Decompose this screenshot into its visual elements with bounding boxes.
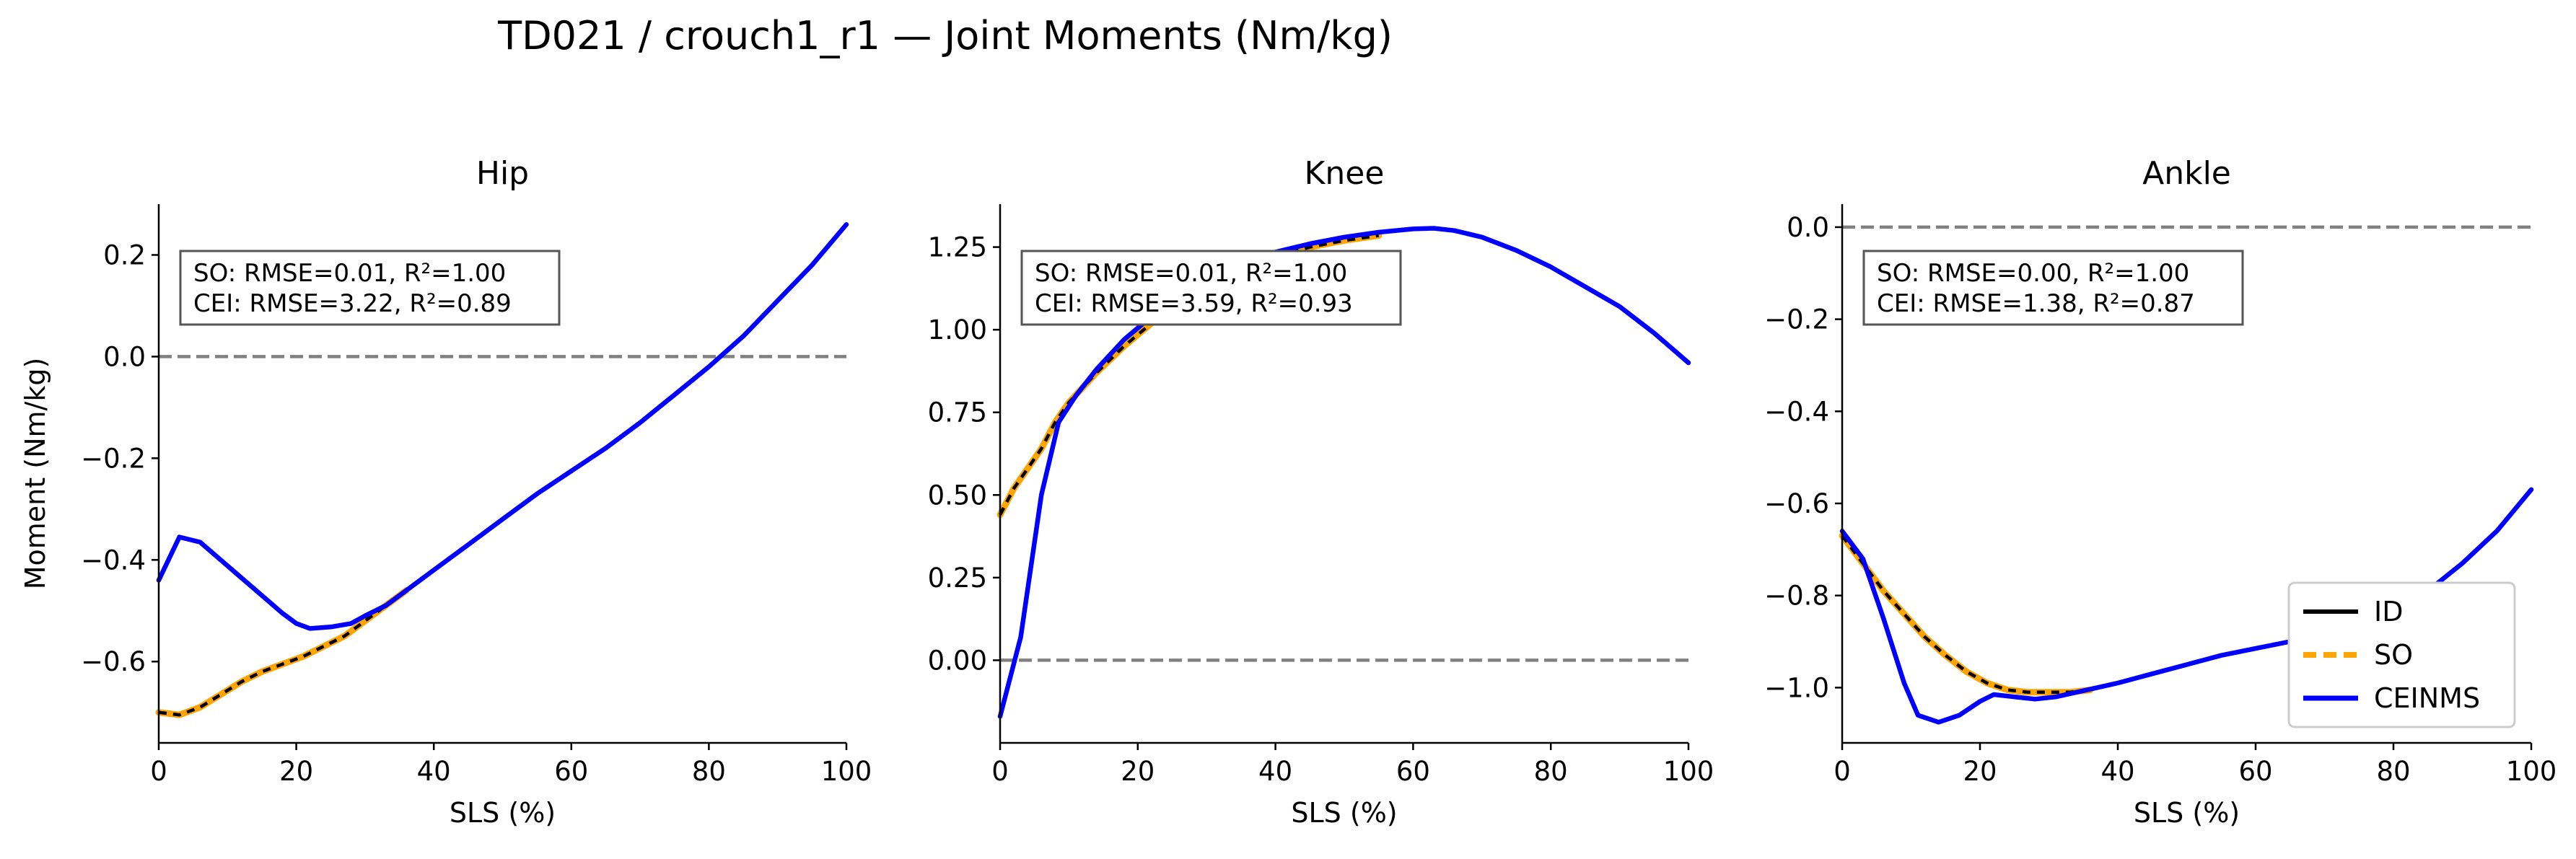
knee-x-tick-label: 40 bbox=[1258, 756, 1292, 787]
hip-y-tick-label: 0.2 bbox=[103, 239, 146, 270]
legend-label-id: ID bbox=[2374, 596, 2403, 627]
hip-id-line bbox=[159, 591, 406, 715]
ankle-x-tick-label: 100 bbox=[2506, 756, 2557, 787]
ankle-x-tick-label: 60 bbox=[2238, 756, 2272, 787]
knee-x-tick-label: 100 bbox=[1663, 756, 1714, 787]
ankle-annotation-line: SO: RMSE=0.00, R²=1.00 bbox=[1877, 259, 2189, 288]
knee-title: Knee bbox=[1305, 155, 1385, 192]
knee-annotation-line: CEI: RMSE=3.59, R²=0.93 bbox=[1035, 289, 1353, 318]
ankle-y-tick-label: −0.8 bbox=[1764, 581, 1829, 612]
ankle-x-tick-label: 0 bbox=[1834, 756, 1851, 787]
hip-x-tick-label: 20 bbox=[279, 756, 313, 787]
hip-panel: Hip 0 20 40 60 80 100 0.2 0.0 −0.2 −0.4 −0.6 SLS (%… bbox=[19, 155, 872, 829]
figure-title: TD021 / crouch1_r1 — Joint Moments (Nm/k… bbox=[497, 13, 1393, 58]
ankle-x-tick-label: 80 bbox=[2376, 756, 2410, 787]
knee-y-tick-label: 0.00 bbox=[928, 645, 987, 676]
knee-x-axis-label: SLS (%) bbox=[1291, 797, 1397, 829]
ankle-x-tick-label: 20 bbox=[1963, 756, 1997, 787]
knee-x-tick-label: 0 bbox=[991, 756, 1009, 787]
ankle-y-tick-label: −0.4 bbox=[1764, 396, 1829, 427]
knee-y-tick-label: 0.50 bbox=[928, 480, 987, 511]
ankle-so-line bbox=[1842, 536, 2090, 692]
knee-y-tick-label: 1.00 bbox=[928, 314, 987, 345]
ankle-y-tick-label: 0.0 bbox=[1787, 212, 1829, 243]
knee-y-tick-label: 1.25 bbox=[928, 232, 987, 263]
legend-label-ceinms: CEINMS bbox=[2374, 682, 2480, 714]
hip-annotation-line: SO: RMSE=0.01, R²=1.00 bbox=[193, 259, 506, 288]
ankle-y-tick-label: −0.2 bbox=[1764, 304, 1829, 335]
ankle-y-tick-label: −1.0 bbox=[1764, 672, 1829, 703]
hip-x-tick-label: 40 bbox=[417, 756, 451, 787]
hip-y-axis-label: Moment (Nm/kg) bbox=[19, 358, 51, 590]
knee-panel: Knee 0 20 40 60 80 100 1.25 1.00 0.75 0.50 0.25 0.0… bbox=[928, 155, 1714, 829]
ankle-x-tick-label: 40 bbox=[2100, 756, 2134, 787]
knee-x-tick-label: 80 bbox=[1534, 756, 1568, 787]
hip-so-line bbox=[159, 591, 406, 715]
hip-x-tick-label: 0 bbox=[150, 756, 167, 787]
ankle-x-axis-label: SLS (%) bbox=[2134, 797, 2240, 829]
knee-y-tick-label: 0.75 bbox=[928, 397, 987, 428]
hip-title: Hip bbox=[476, 155, 529, 192]
hip-y-tick-label: −0.4 bbox=[81, 545, 146, 576]
ankle-panel: Ankle 0 20 40 60 80 100 0.0 −0.2 −0.4 −0.6 −0.8 −1.… bbox=[1764, 155, 2557, 829]
hip-x-tick-label: 60 bbox=[554, 756, 588, 787]
hip-annotation-line: CEI: RMSE=3.22, R²=0.89 bbox=[193, 289, 512, 318]
ankle-title: Ankle bbox=[2142, 155, 2231, 192]
knee-x-tick-label: 60 bbox=[1396, 756, 1430, 787]
hip-x-axis-label: SLS (%) bbox=[450, 797, 556, 829]
knee-y-tick-label: 0.25 bbox=[928, 563, 987, 594]
hip-x-tick-label: 80 bbox=[692, 756, 726, 787]
legend-label-so: SO bbox=[2374, 639, 2413, 671]
hip-x-tick-label: 100 bbox=[821, 756, 872, 787]
ankle-y-tick-label: −0.6 bbox=[1764, 488, 1829, 519]
knee-annotation-line: SO: RMSE=0.01, R²=1.00 bbox=[1035, 259, 1347, 288]
hip-y-tick-label: −0.6 bbox=[81, 646, 146, 677]
hip-y-tick-label: −0.2 bbox=[81, 443, 146, 474]
hip-y-tick-label: 0.0 bbox=[103, 341, 146, 372]
knee-x-tick-label: 20 bbox=[1121, 756, 1155, 787]
ankle-annotation-line: CEI: RMSE=1.38, R²=0.87 bbox=[1877, 289, 2195, 318]
